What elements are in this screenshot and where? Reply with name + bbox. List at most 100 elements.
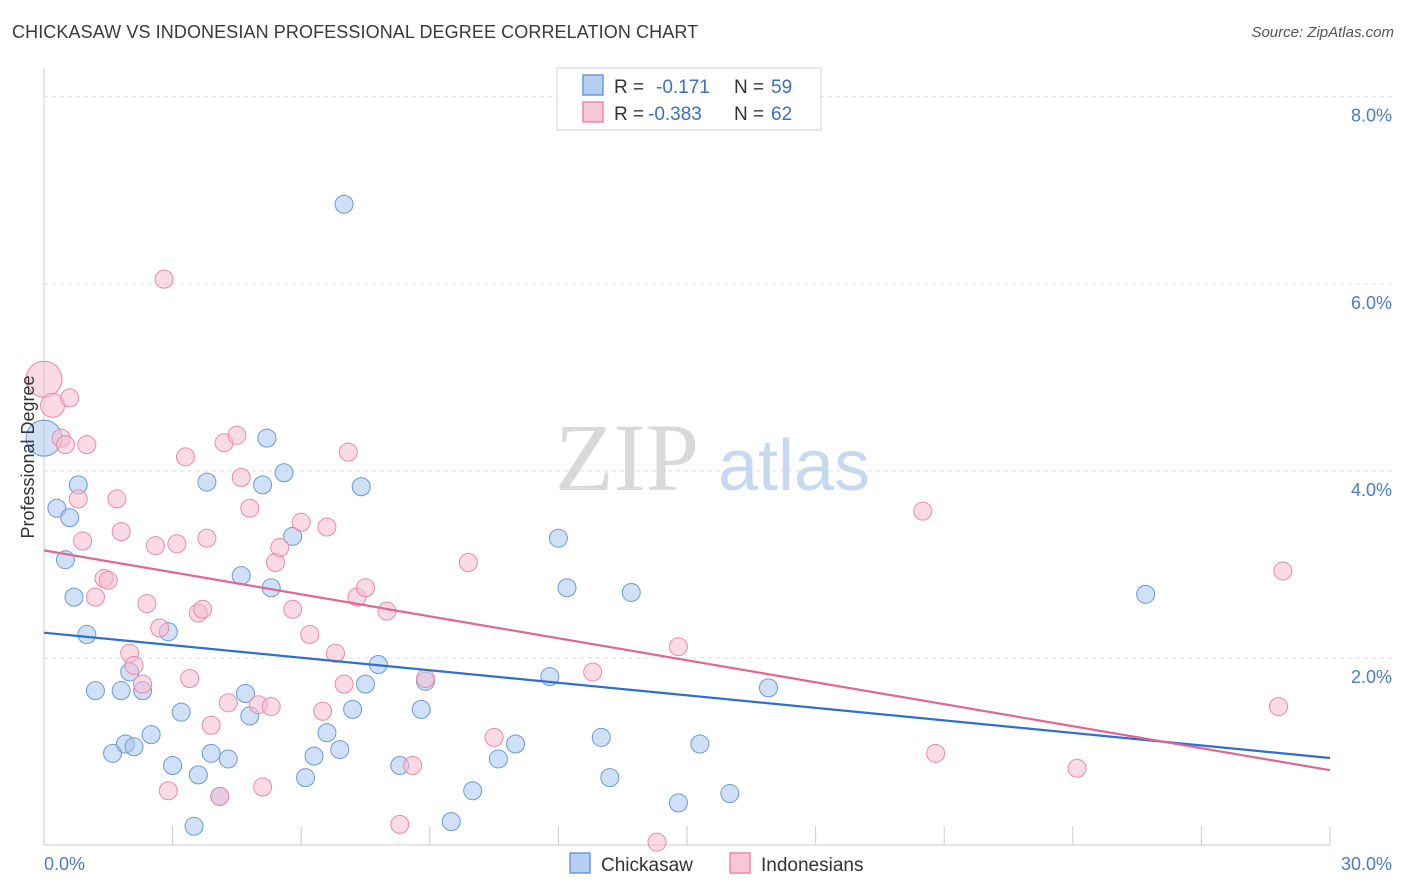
x-tick-label-1: 30.0% [1341,854,1392,874]
legend-n-label-0: N = [734,77,764,98]
indonesian-point-45 [334,674,354,694]
indonesian-point-16 [137,594,157,614]
indonesian-point-39 [283,599,303,619]
y-tick-label-3: 8.0% [1351,106,1392,126]
indonesian-point-28 [210,786,230,806]
indonesian-point-19 [154,269,174,289]
series-indonesian-points [25,269,1293,852]
indonesian-point-32 [231,467,251,487]
indonesian-point-62 [1269,697,1289,717]
chickasaw-point-21 [201,743,221,763]
indonesian-point-35 [253,777,273,797]
chickasaw-point-18 [184,816,204,836]
indonesian-point-6 [73,531,93,551]
chickasaw-point-7 [85,681,105,701]
chickasaw-point-46 [488,749,508,769]
legend-swatch-indonesian [582,101,604,123]
indonesian-point-61 [1273,561,1293,581]
y-tick-label-2: 6.0% [1351,293,1392,313]
chickasaw-point-25 [235,683,255,703]
indonesian-trend-line [43,549,1331,772]
chickasaw-point-16 [163,755,183,775]
indonesian-point-48 [356,578,375,598]
indonesian-point-8 [85,587,105,607]
chickasaw-point-20 [197,472,217,492]
trend-lines [43,549,1331,772]
series-chickasaw-points [25,194,1156,836]
indonesian-point-5 [68,489,88,509]
source-label: Source: ZipAtlas.com [1251,24,1394,41]
indonesian-point-7 [77,435,97,455]
chickasaw-point-53 [621,582,641,602]
chart-title: CHICKASAW VS INDONESIAN PROFESSIONAL DEG… [12,22,699,42]
indonesian-point-51 [403,755,423,775]
y-tick-label-0: 2.0% [1351,667,1392,687]
indonesian-point-23 [180,669,200,689]
indonesian-point-52 [416,669,436,689]
indonesian-point-59 [926,743,946,763]
indonesian-point-42 [313,701,333,721]
indonesian-point-31 [227,425,247,445]
chickasaw-point-19 [188,765,208,785]
indonesian-point-38 [270,538,290,558]
x-tick-label-0: 0.0% [44,854,85,874]
indonesian-point-58 [913,501,933,521]
chickasaw-point-3 [60,508,80,528]
bottom-legend-indonesians: Indonesians [761,855,863,876]
indonesian-point-43 [317,517,337,537]
chickasaw-point-17 [171,702,191,722]
chickasaw-point-32 [295,768,315,788]
chickasaw-point-28 [257,428,277,448]
chickasaw-point-1 [47,498,67,518]
chickasaw-point-52 [600,768,620,788]
legend-r-value-1: -0.383 [648,104,702,125]
legend-r-label-1: R = [614,104,644,125]
chickasaw-point-37 [343,699,363,719]
legend-r-label-0: R = [614,77,644,98]
chickasaw-point-47 [506,734,526,754]
legend-n-value-1: 62 [771,104,792,125]
indonesian-point-26 [197,528,217,548]
tick-labels: 2.0% 4.0% 6.0% 8.0% 0.0% 30.0% [44,106,1392,874]
indonesian-point-54 [484,727,504,747]
chickasaw-point-45 [463,781,483,801]
indonesian-point-55 [583,662,603,682]
top-legend: R = -0.171 N = 59 R = -0.383 N = 62 [556,67,822,131]
chickasaw-point-34 [317,723,337,743]
chickasaw-point-27 [253,475,273,495]
indonesian-point-14 [124,655,144,675]
legend-r-value-0: -0.171 [656,77,710,98]
indonesian-point-25 [193,599,213,619]
indonesian-point-18 [150,618,170,638]
chickasaw-point-57 [758,678,778,698]
indonesian-point-20 [158,781,178,801]
watermark-zip: ZIP [555,404,699,511]
chickasaw-point-50 [557,578,577,598]
indonesian-point-30 [218,693,238,713]
bottom-legend-swatch-indonesian [729,852,751,874]
chickasaw-trend-line [43,631,1331,760]
chickasaw-point-23 [218,749,238,769]
chickasaw-point-38 [351,477,371,497]
indonesian-point-3 [55,435,75,455]
indonesian-point-41 [300,625,320,645]
chickasaw-point-35 [330,740,350,760]
gridlines [44,96,1392,659]
indonesian-point-4 [60,388,80,408]
indonesian-point-56 [647,832,667,852]
legend-swatch-chickasaw [582,74,604,96]
indonesian-point-22 [175,447,195,467]
chickasaw-point-30 [274,463,294,483]
chickasaw-point-12 [124,737,144,757]
bottom-legend-chickasaw: Chickasaw [601,855,693,876]
indonesian-point-60 [1067,758,1087,778]
indonesian-point-21 [167,534,187,554]
indonesian-point-36 [261,697,281,717]
watermark: ZIP atlas [555,404,870,511]
bottom-legend: Chickasaw Indonesians [569,852,863,876]
indonesian-point-11 [107,489,127,509]
indonesian-point-40 [291,512,311,532]
chickasaw-point-42 [411,699,431,719]
indonesian-point-46 [338,442,358,462]
chickasaw-point-36 [334,194,354,214]
